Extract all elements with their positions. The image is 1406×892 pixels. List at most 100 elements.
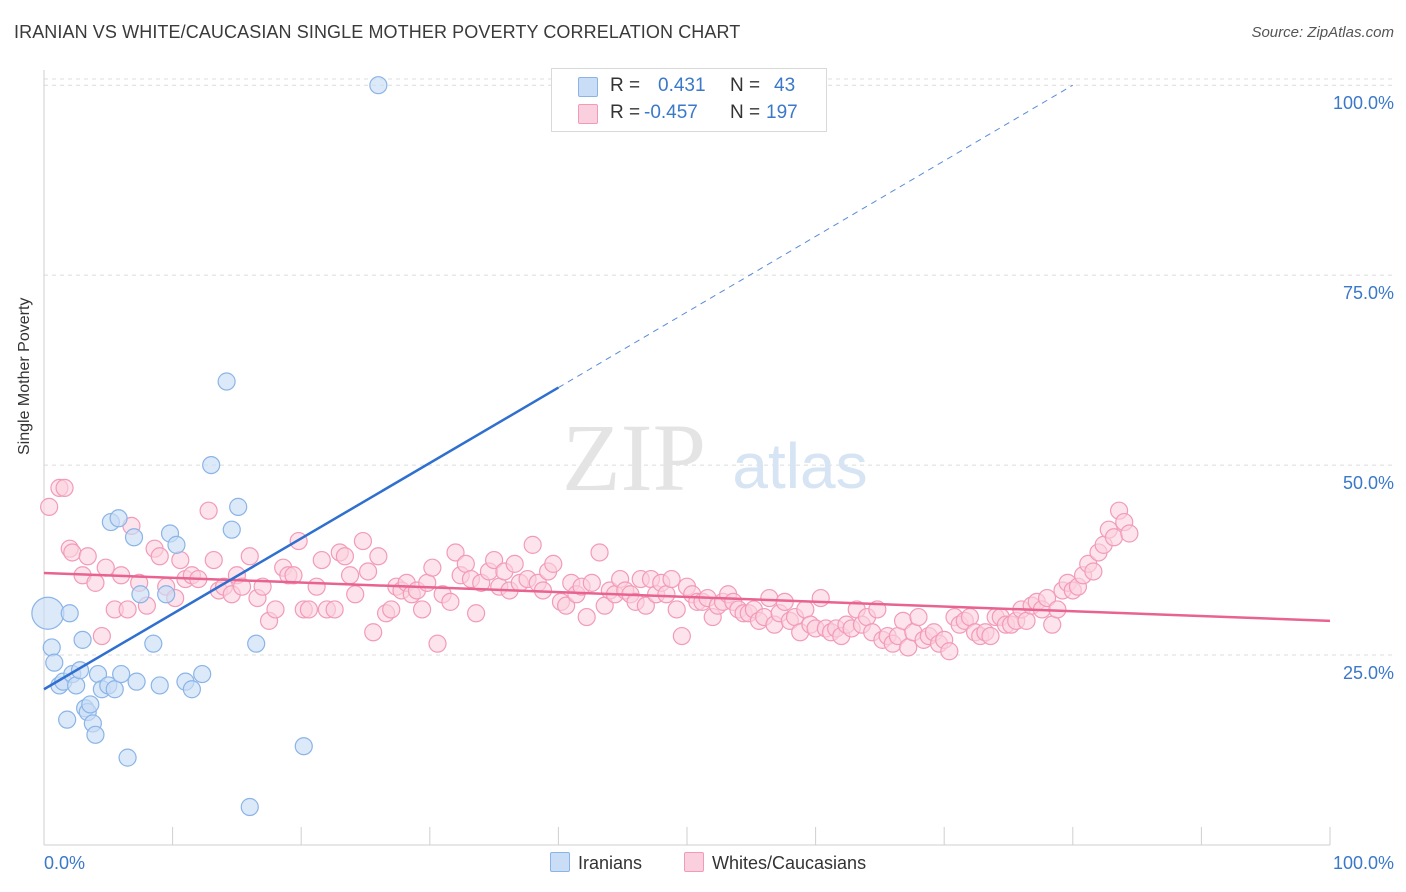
data-point-white [346, 585, 365, 604]
x-tick-label: 0.0% [44, 853, 85, 873]
data-point-iranian [58, 710, 77, 729]
data-point-iranian [202, 455, 221, 475]
data-point-white [266, 600, 285, 619]
y-axis-label: Single Mother Poverty [16, 297, 33, 455]
data-point-white [505, 554, 524, 573]
data-point-white [92, 626, 111, 646]
data-point-white [796, 600, 815, 619]
y-tick-label: 25.0% [1343, 663, 1394, 683]
watermark: ZIP atlas [562, 404, 868, 511]
y-tick-label: 100.0% [1333, 93, 1394, 113]
legend-label-whites: Whites/Caucasians [712, 853, 867, 873]
source-label: Source: ZipAtlas.com [1251, 24, 1394, 41]
data-point-white [240, 547, 259, 566]
grid-lines [44, 78, 1394, 656]
data-point-white [55, 478, 74, 497]
data-point-white [382, 600, 401, 619]
watermark-zip: ZIP [562, 404, 706, 511]
data-point-white [369, 547, 388, 566]
legend-n-value: 197 [766, 102, 798, 123]
data-point-white [325, 600, 344, 619]
x-tick-label: 100.0% [1333, 853, 1394, 873]
data-point-white [204, 550, 223, 570]
data-point-white [582, 573, 601, 592]
bottom-legend-whites: Whites/Caucasians [684, 852, 866, 874]
data-point-iranian [127, 672, 146, 691]
data-point-white [307, 577, 326, 596]
data-point-white [63, 543, 82, 562]
data-point-white [1037, 588, 1057, 608]
data-point-white [150, 547, 169, 566]
data-point-iranian [45, 653, 64, 672]
data-point-white [960, 607, 980, 627]
y-tick-label: 50.0% [1343, 473, 1394, 493]
data-point-white [335, 547, 355, 566]
data-point-white [1043, 615, 1062, 634]
data-point-iranian [229, 497, 248, 516]
data-point-iranian [86, 725, 105, 744]
data-point-white [899, 638, 918, 657]
data-point-white [466, 604, 486, 623]
legend-swatch-iranians [550, 852, 570, 872]
data-point-iranian [222, 520, 241, 539]
data-point-iranian [217, 372, 236, 391]
data-point-iranian [31, 596, 65, 630]
trend-line-whites [43, 571, 1331, 623]
data-point-iranian [73, 630, 92, 649]
data-point-iranian [144, 634, 163, 653]
data-point-white [353, 531, 373, 551]
data-point-white [284, 566, 303, 585]
data-point-iranian [118, 748, 137, 767]
data-point-white [636, 596, 655, 615]
legend-label-iranians: Iranians [578, 853, 643, 873]
data-point-white [340, 566, 360, 585]
data-point-white [358, 562, 378, 581]
data-point-white [299, 600, 319, 619]
data-point-iranian [67, 676, 86, 695]
data-point-white [441, 592, 460, 611]
tick-labels: 25.0% 50.0% 75.0% 100.0% 0.0% 100.0% [44, 93, 1394, 873]
legend-swatch-whites [578, 104, 598, 124]
data-point-iranian [42, 638, 61, 657]
legend-r-value: 0.431 [658, 75, 706, 96]
data-point-white [811, 588, 830, 608]
data-point-white [199, 501, 218, 520]
white-caucasian-points [40, 478, 1139, 661]
data-point-white [523, 535, 542, 554]
data-point-iranian [109, 509, 128, 528]
iranian-points [31, 76, 388, 817]
data-point-white [1104, 528, 1124, 547]
data-point-iranian [369, 76, 388, 95]
data-point-iranian [60, 604, 79, 623]
data-point-white [423, 558, 442, 577]
legend-r-label: R = [610, 102, 641, 123]
data-point-iranian [124, 528, 144, 547]
data-point-white [96, 558, 115, 577]
y-tick-label: 75.0% [1343, 283, 1394, 303]
data-point-white [667, 600, 686, 619]
data-point-white [657, 585, 676, 604]
data-point-white [544, 554, 563, 573]
legend-n-label: N = [730, 75, 761, 96]
legend-r-label: R = [610, 75, 641, 96]
data-point-white [456, 554, 475, 573]
correlation-legend: R = 0.431 N = 43 R = -0.457 N = 197 [551, 68, 827, 132]
axes [43, 70, 1331, 846]
data-point-white [1017, 611, 1036, 630]
data-point-white [312, 550, 331, 570]
legend-swatch-iranians [578, 77, 598, 97]
data-point-iranian [81, 695, 100, 714]
bottom-legend-iranians: Iranians [550, 852, 642, 874]
trend-lines [43, 84, 1331, 691]
data-point-iranian [157, 585, 176, 604]
data-point-iranian [112, 664, 131, 684]
trend-line-iranians [43, 386, 560, 691]
data-point-iranian [131, 585, 150, 604]
data-point-white [672, 626, 691, 646]
legend-n-value: 43 [774, 75, 796, 96]
legend-r-value: -0.457 [644, 102, 698, 123]
data-point-iranian [247, 634, 266, 653]
legend-swatch-whites [684, 852, 704, 872]
data-point-white [590, 543, 609, 562]
